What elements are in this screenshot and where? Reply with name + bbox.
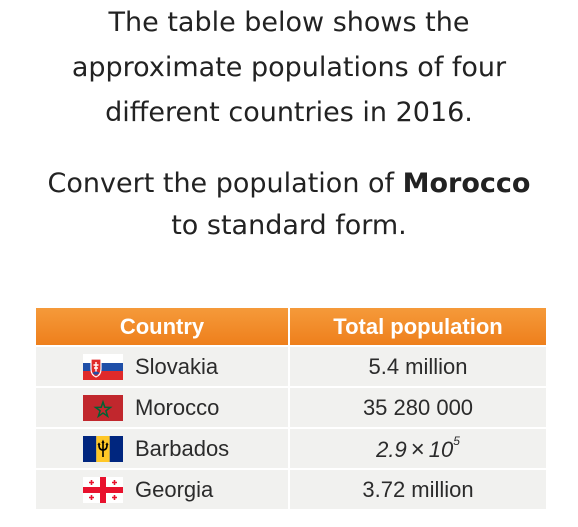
country-name: Barbados: [135, 435, 230, 461]
table-row: Morocco 35 280 000: [36, 388, 546, 427]
table-row: Georgia 3.72 million: [36, 470, 546, 509]
population-cell: 2.9 × 105: [290, 429, 546, 468]
header-country: Country: [36, 308, 288, 345]
task-line-1: Convert the population of Morocco: [0, 163, 578, 205]
population-base: 10: [428, 436, 454, 462]
task-country: Morocco: [402, 168, 531, 199]
barbados-flag-icon: [83, 435, 123, 462]
population-times: ×: [410, 435, 425, 463]
intro-line-3: different countries in 2016.: [105, 97, 473, 128]
table-row: Slovakia 5.4 million: [36, 347, 546, 386]
country-name: Slovakia: [135, 353, 219, 379]
morocco-flag-icon: [83, 394, 123, 421]
population-cell: 5.4 million: [290, 347, 546, 386]
population-cell: 35 280 000: [290, 388, 546, 427]
georgia-flag-icon: [83, 476, 123, 503]
task-line-2: to standard form.: [171, 210, 407, 241]
question-task: Convert the population of Morocco to sta…: [0, 163, 578, 247]
intro-line-2: approximate populations of four: [71, 52, 507, 83]
country-cell: Slovakia: [36, 347, 288, 386]
country-name: Morocco: [135, 394, 220, 420]
table-row: Barbados 2.9 × 105: [36, 429, 546, 468]
population-mantissa: 2.9: [376, 436, 407, 462]
intro-line-1: The table below shows the: [108, 7, 470, 38]
population-cell: 3.72 million: [290, 470, 546, 509]
country-name: Georgia: [135, 476, 214, 502]
question-intro: The table below shows the approximate po…: [0, 0, 578, 135]
slovakia-flag-icon: [83, 353, 123, 380]
table-header-row: Country Total population: [36, 308, 546, 345]
population-exponent: 5: [453, 433, 460, 448]
task-text: Convert the population of: [47, 168, 403, 199]
country-cell: Morocco: [36, 388, 288, 427]
country-cell: Barbados: [36, 429, 288, 468]
header-population: Total population: [290, 308, 546, 345]
population-table: Country Total population Slovakia: [34, 306, 548, 511]
country-cell: Georgia: [36, 470, 288, 509]
